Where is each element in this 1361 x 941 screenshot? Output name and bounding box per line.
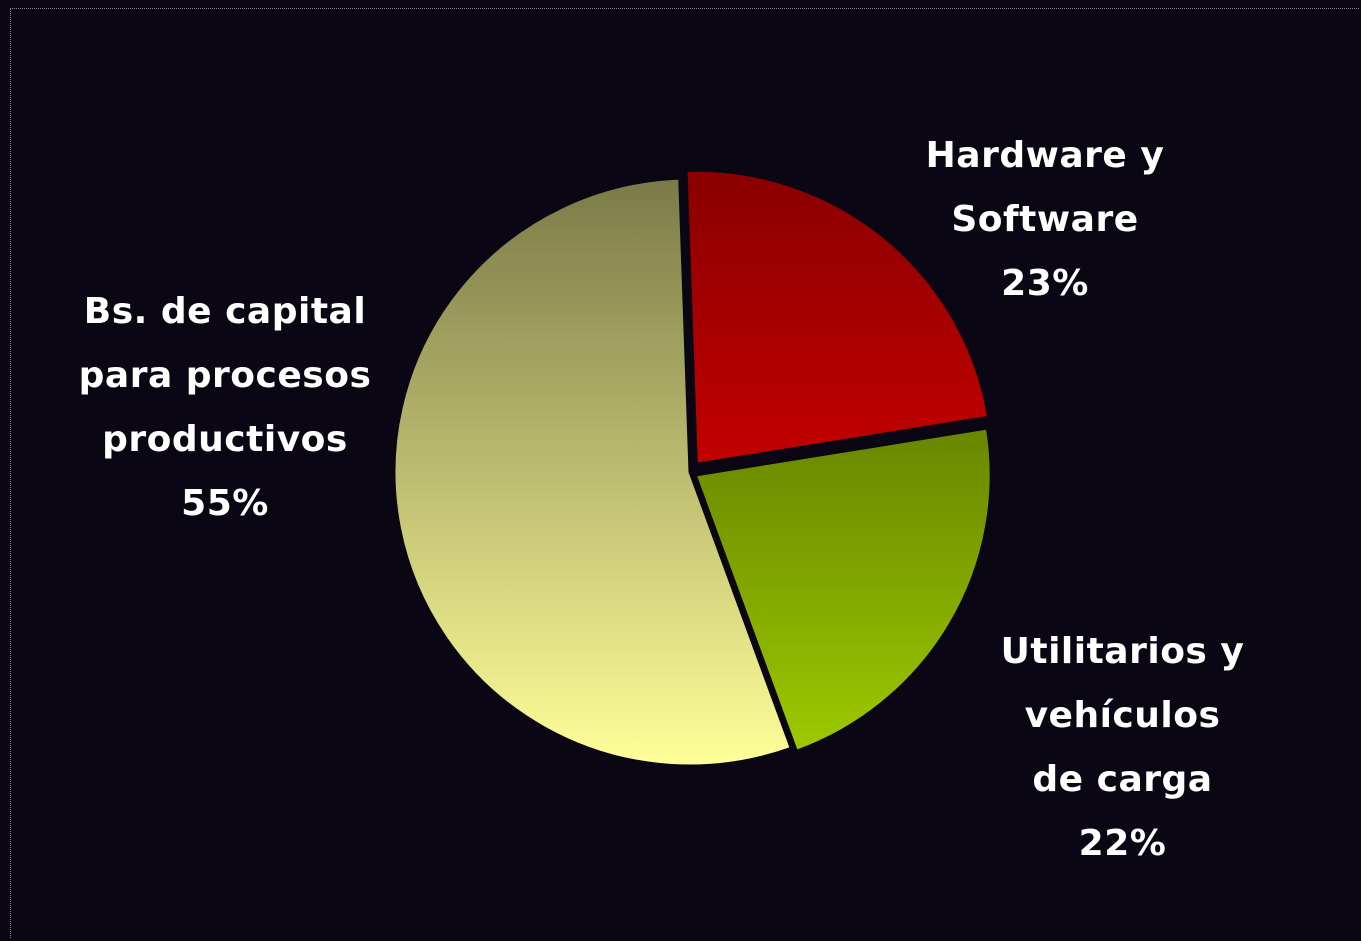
slice-label-line: Utilitarios y <box>1000 631 1245 672</box>
slice-label-line: para procesos <box>78 355 372 396</box>
slice-percent: 22% <box>1078 823 1167 864</box>
slide-border <box>10 8 1359 938</box>
pie-slice-utilitarios <box>693 426 993 753</box>
slice-label-line: Bs. de capital <box>83 291 367 332</box>
pie-slice-hardware-software <box>684 168 991 466</box>
slice-percent: 55% <box>181 483 269 524</box>
slice-label-utilitarios: Utilitarios y vehículos de carga 22% <box>975 620 1270 876</box>
slice-label-line: productivos <box>102 419 348 460</box>
slice-label-line: Software <box>951 199 1139 240</box>
slice-label-line: de carga <box>1032 759 1213 800</box>
slice-label-line: vehículos <box>1024 695 1221 736</box>
pie-slices <box>392 168 993 768</box>
slice-percent: 23% <box>1001 263 1089 304</box>
pie-slice-bienes-capital <box>392 176 793 768</box>
slice-label-hardware-software: Hardware y Software 23% <box>900 124 1190 316</box>
slice-label-line: Hardware y <box>925 135 1165 176</box>
slice-label-bienes-capital: Bs. de capital para procesos productivos… <box>55 280 395 536</box>
